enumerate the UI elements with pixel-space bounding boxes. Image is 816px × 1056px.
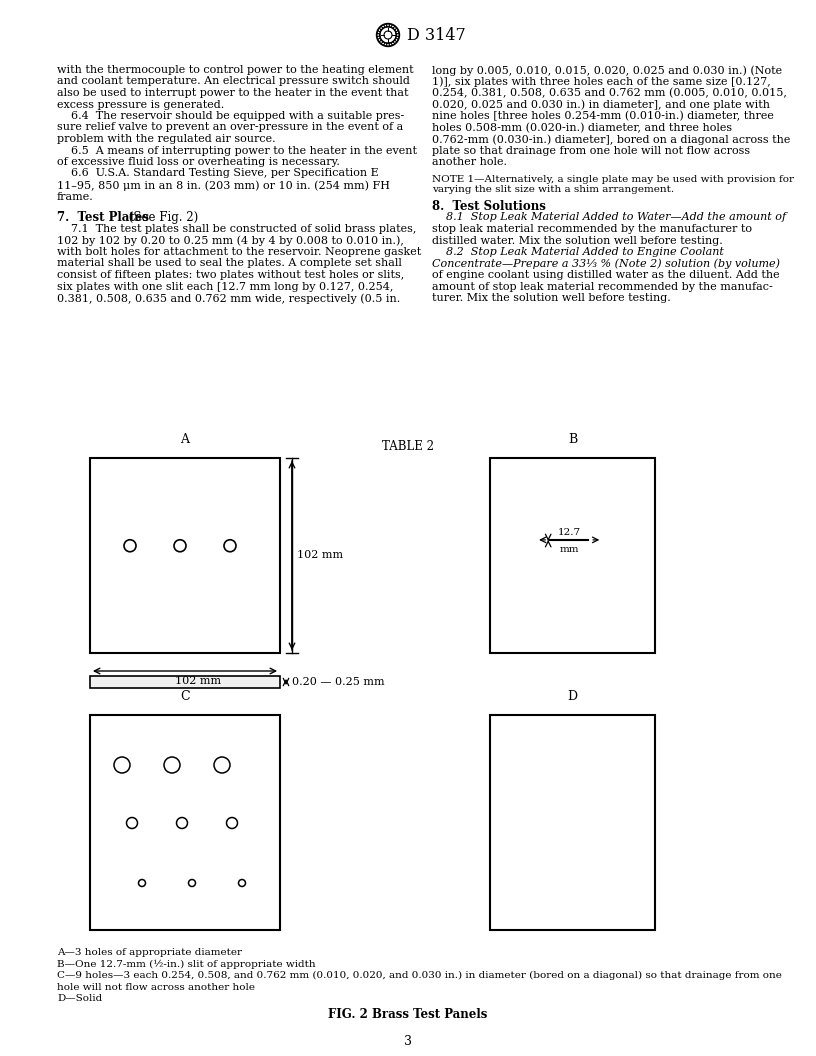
- Text: C—9 holes—3 each 0.254, 0.508, and 0.762 mm (0.010, 0.020, and 0.030 in.) in dia: C—9 holes—3 each 0.254, 0.508, and 0.762…: [57, 972, 782, 980]
- Bar: [90, 676, 280, 689]
- Text: 8.1  Stop Leak Material Added to Water—Add the amount of: 8.1 Stop Leak Material Added to Water—Ad…: [432, 212, 786, 223]
- Text: of engine coolant using distilled water as the diluent. Add the: of engine coolant using distilled water …: [432, 270, 779, 280]
- Text: turer. Mix the solution well before testing.: turer. Mix the solution well before test…: [432, 293, 671, 303]
- Bar: [490, 458, 655, 653]
- Text: 7.1  The test plates shall be constructed of solid brass plates,: 7.1 The test plates shall be constructed…: [57, 224, 416, 234]
- Text: stop leak material recommended by the manufacturer to: stop leak material recommended by the ma…: [432, 224, 752, 234]
- Text: with bolt holes for attachment to the reservoir. Neoprene gasket: with bolt holes for attachment to the re…: [57, 247, 421, 257]
- Text: 0.254, 0.381, 0.508, 0.635 and 0.762 mm (0.005, 0.010, 0.015,: 0.254, 0.381, 0.508, 0.635 and 0.762 mm …: [432, 88, 787, 98]
- Text: 0.20 — 0.25 mm: 0.20 — 0.25 mm: [292, 677, 384, 687]
- Text: 0.381, 0.508, 0.635 and 0.762 mm wide, respectively (0.5 in.: 0.381, 0.508, 0.635 and 0.762 mm wide, r…: [57, 293, 401, 303]
- Text: 102 mm: 102 mm: [175, 676, 221, 686]
- Text: sure relief valve to prevent an over-pressure in the event of a: sure relief valve to prevent an over-pre…: [57, 122, 403, 132]
- Bar: [90, 715, 280, 930]
- Text: 0.762-mm (0.030-in.) diameter], bored on a diagonal across the: 0.762-mm (0.030-in.) diameter], bored on…: [432, 134, 791, 145]
- Text: 11–95, 850 μm in an 8 in. (203 mm) or 10 in. (254 mm) FH: 11–95, 850 μm in an 8 in. (203 mm) or 10…: [57, 180, 390, 190]
- Text: TABLE 2: TABLE 2: [382, 440, 434, 453]
- Text: 1)], six plates with three holes each of the same size [0.127,: 1)], six plates with three holes each of…: [432, 76, 771, 87]
- Text: 6.4  The reservoir should be equipped with a suitable pres-: 6.4 The reservoir should be equipped wit…: [57, 111, 404, 121]
- Text: long by 0.005, 0.010, 0.015, 0.020, 0.025 and 0.030 in.) (Note: long by 0.005, 0.010, 0.015, 0.020, 0.02…: [432, 65, 782, 76]
- Text: distilled water. Mix the solution well before testing.: distilled water. Mix the solution well b…: [432, 235, 723, 245]
- Text: A: A: [180, 433, 189, 446]
- Text: D—Solid: D—Solid: [57, 994, 102, 1003]
- Text: NOTE 1—Alternatively, a single plate may be used with provision for: NOTE 1—Alternatively, a single plate may…: [432, 174, 794, 184]
- Text: FIG. 2 Brass Test Panels: FIG. 2 Brass Test Panels: [328, 1008, 488, 1021]
- Text: 12.7: 12.7: [557, 528, 581, 536]
- Text: 3: 3: [404, 1035, 412, 1048]
- Text: B—One 12.7-mm (½-in.) slit of appropriate width: B—One 12.7-mm (½-in.) slit of appropriat…: [57, 960, 316, 968]
- Text: B: B: [568, 433, 577, 446]
- Text: with the thermocouple to control power to the heating element: with the thermocouple to control power t…: [57, 65, 414, 75]
- Bar: [490, 715, 655, 930]
- Text: D: D: [567, 690, 578, 703]
- Text: amount of stop leak material recommended by the manufac-: amount of stop leak material recommended…: [432, 282, 773, 291]
- Text: C: C: [180, 690, 190, 703]
- Text: six plates with one slit each [12.7 mm long by 0.127, 0.254,: six plates with one slit each [12.7 mm l…: [57, 282, 393, 291]
- Text: holes 0.508-mm (0.020-in.) diameter, and three holes: holes 0.508-mm (0.020-in.) diameter, and…: [432, 122, 732, 133]
- Text: also be used to interrupt power to the heater in the event that: also be used to interrupt power to the h…: [57, 88, 409, 98]
- Text: D 3147: D 3147: [407, 26, 466, 43]
- Text: 7.  Test Plates: 7. Test Plates: [57, 211, 149, 224]
- Text: nine holes [three holes 0.254-mm (0.010-in.) diameter, three: nine holes [three holes 0.254-mm (0.010-…: [432, 111, 774, 121]
- Text: 0.020, 0.025 and 0.030 in.) in diameter], and one plate with: 0.020, 0.025 and 0.030 in.) in diameter]…: [432, 99, 770, 110]
- Bar: [90, 458, 280, 653]
- Text: and coolant temperature. An electrical pressure switch should: and coolant temperature. An electrical p…: [57, 76, 410, 87]
- Text: varying the slit size with a shim arrangement.: varying the slit size with a shim arrang…: [432, 186, 674, 194]
- Text: (See Fig. 2): (See Fig. 2): [125, 211, 198, 224]
- Text: mm: mm: [560, 545, 579, 554]
- Text: A—3 holes of appropriate diameter: A—3 holes of appropriate diameter: [57, 948, 242, 957]
- Text: another hole.: another hole.: [432, 157, 507, 167]
- Text: Concentrate—Prepare a 33⅓ % (Note 2) solution (by volume): Concentrate—Prepare a 33⅓ % (Note 2) sol…: [432, 259, 780, 269]
- Text: 6.6  U.S.A. Standard Testing Sieve, per Specification E: 6.6 U.S.A. Standard Testing Sieve, per S…: [57, 169, 379, 178]
- Text: consist of fifteen plates: two plates without test holes or slits,: consist of fifteen plates: two plates wi…: [57, 270, 404, 280]
- Text: problem with the regulated air source.: problem with the regulated air source.: [57, 134, 276, 144]
- Text: of excessive fluid loss or overheating is necessary.: of excessive fluid loss or overheating i…: [57, 157, 340, 167]
- Text: frame.: frame.: [57, 191, 94, 202]
- Text: hole will not flow across another hole: hole will not flow across another hole: [57, 982, 255, 992]
- Text: excess pressure is generated.: excess pressure is generated.: [57, 99, 224, 110]
- Text: 8.  Test Solutions: 8. Test Solutions: [432, 200, 546, 212]
- Text: 8.2  Stop Leak Material Added to Engine Coolant: 8.2 Stop Leak Material Added to Engine C…: [432, 247, 724, 257]
- Text: material shall be used to seal the plates. A complete set shall: material shall be used to seal the plate…: [57, 259, 401, 268]
- Text: 102 mm: 102 mm: [297, 550, 343, 561]
- Text: 6.5  A means of interrupting power to the heater in the event: 6.5 A means of interrupting power to the…: [57, 146, 417, 155]
- Text: plate so that drainage from one hole will not flow across: plate so that drainage from one hole wil…: [432, 146, 750, 155]
- Text: 102 by 102 by 0.20 to 0.25 mm (4 by 4 by 0.008 to 0.010 in.),: 102 by 102 by 0.20 to 0.25 mm (4 by 4 by…: [57, 235, 404, 246]
